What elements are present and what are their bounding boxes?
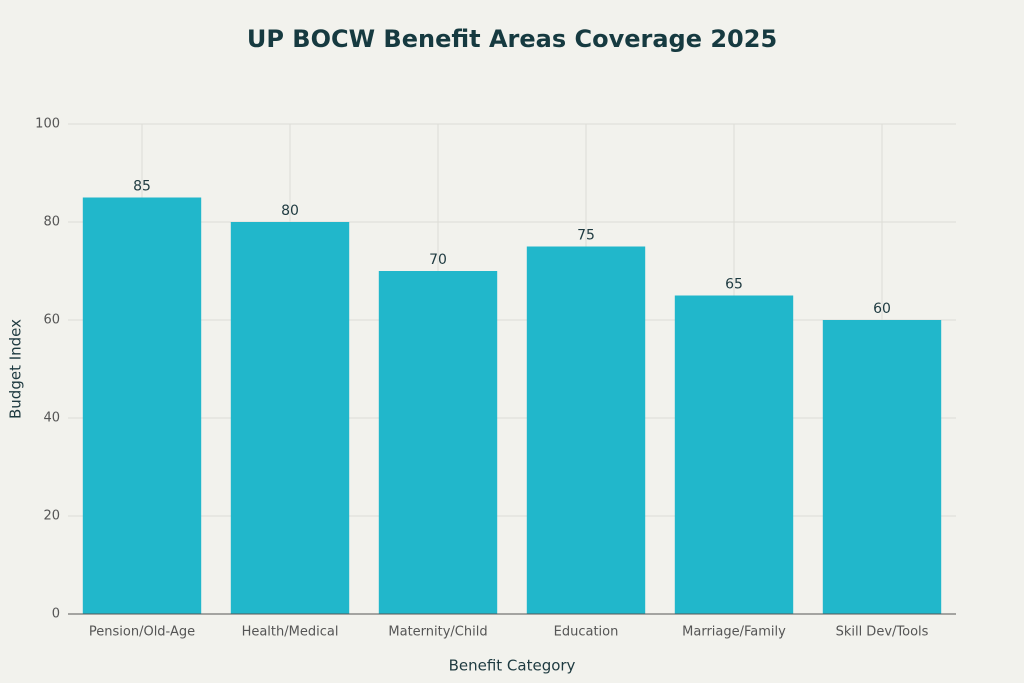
data-label: 60 <box>873 301 891 317</box>
x-tick-label: Maternity/Child <box>388 625 487 640</box>
x-tick-label: Pension/Old-Age <box>89 625 195 640</box>
bar <box>674 295 794 614</box>
x-tick-label: Education <box>554 625 619 640</box>
bar <box>82 197 202 614</box>
data-label: 75 <box>577 228 595 244</box>
bar <box>378 271 498 614</box>
x-tick-label: Skill Dev/Tools <box>836 625 929 640</box>
y-tick-label: 0 <box>52 607 60 622</box>
data-label: 85 <box>133 179 151 195</box>
data-label: 70 <box>429 252 447 268</box>
y-tick-label: 80 <box>43 215 60 230</box>
data-label: 65 <box>725 277 743 293</box>
x-axis-title: Benefit Category <box>449 657 576 675</box>
bar <box>230 222 350 614</box>
y-tick-label: 60 <box>43 313 60 328</box>
x-tick-label: Health/Medical <box>242 625 339 640</box>
y-tick-label: 20 <box>43 509 60 524</box>
y-tick-label: 40 <box>43 411 60 426</box>
y-axis-title: Budget Index <box>7 319 25 419</box>
bar <box>526 246 646 614</box>
y-tick-label: 100 <box>35 117 60 132</box>
bar <box>822 320 942 614</box>
x-tick-label: Marriage/Family <box>682 625 786 640</box>
chart-title: UP BOCW Benefit Areas Coverage 2025 <box>247 25 777 53</box>
data-label: 80 <box>281 203 299 219</box>
